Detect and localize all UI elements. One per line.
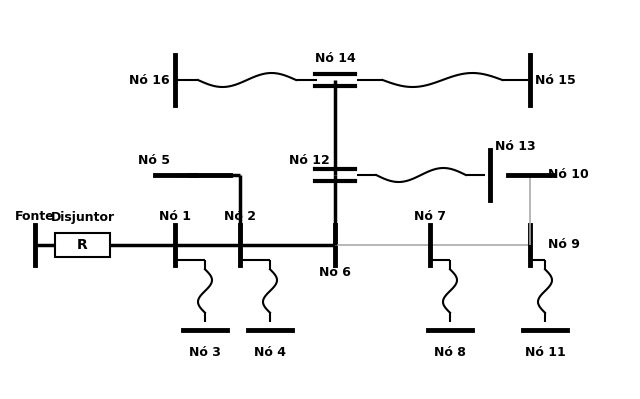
Text: Nó 14: Nó 14 [315,51,355,65]
Text: Nó 3: Nó 3 [189,346,221,358]
Text: Nó 13: Nó 13 [495,140,536,154]
Text: Nó 10: Nó 10 [548,168,589,182]
Text: Fonte: Fonte [15,211,55,223]
Text: Disjuntor: Disjuntor [51,211,115,223]
Text: Nó 15: Nó 15 [535,73,576,87]
Text: Nó 1: Nó 1 [159,211,191,223]
Text: Nó 7: Nó 7 [414,211,446,223]
Text: Nó 9: Nó 9 [548,239,580,251]
Text: Nó 6: Nó 6 [319,267,351,280]
Text: Nó 4: Nó 4 [254,346,286,358]
Text: Nó 2: Nó 2 [224,211,256,223]
FancyBboxPatch shape [55,233,110,257]
Text: Nó 16: Nó 16 [129,73,170,87]
Text: Nó 11: Nó 11 [525,346,565,358]
Text: R: R [77,238,88,252]
Text: Nó 8: Nó 8 [434,346,466,358]
Text: Nó 12: Nó 12 [289,154,330,166]
Text: Nó 5: Nó 5 [138,154,170,166]
